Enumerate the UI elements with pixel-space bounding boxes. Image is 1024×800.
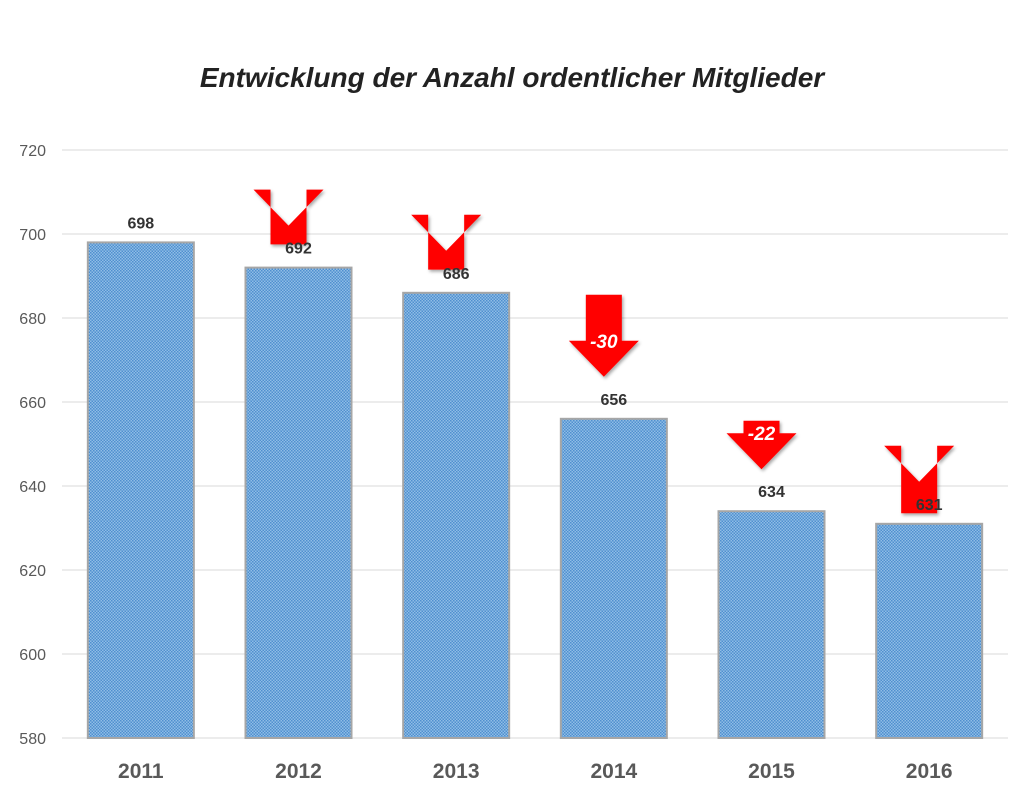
bar: [402, 291, 511, 739]
bar: [244, 266, 353, 739]
data-label: 692: [285, 241, 312, 258]
y-tick-label: 640: [19, 479, 46, 496]
change-label: -6: [280, 181, 297, 202]
x-tick-label: 2016: [906, 760, 953, 783]
change-label: -6: [438, 206, 455, 227]
bar: [559, 417, 668, 739]
decrease-arrow: [253, 189, 324, 245]
y-tick-label: 700: [19, 227, 46, 244]
y-tick-label: 680: [19, 311, 46, 328]
data-label: 634: [758, 484, 785, 501]
x-tick-label: 2011: [118, 760, 164, 783]
y-tick-label: 580: [19, 731, 46, 748]
bar: [717, 510, 826, 740]
x-tick-label: 2014: [590, 760, 637, 783]
chart-title: Entwicklung der Anzahl ordentlicher Mitg…: [199, 62, 825, 93]
bar: [875, 522, 984, 739]
x-tick-label: 2013: [433, 760, 480, 783]
x-tick-label: 2012: [275, 760, 322, 783]
x-tick-label: 2015: [748, 760, 795, 783]
data-label: 686: [443, 266, 470, 283]
data-label: 631: [916, 497, 943, 514]
data-label: 656: [600, 392, 627, 409]
bar: [86, 241, 195, 739]
y-tick-label: 620: [19, 563, 46, 580]
change-label: -3: [911, 437, 928, 458]
decrease-arrow: [726, 420, 797, 470]
data-label: 698: [127, 215, 154, 232]
decrease-arrow: [568, 294, 639, 377]
change-label: -22: [748, 424, 776, 445]
decrease-arrow: [884, 445, 955, 514]
decrease-arrow: [411, 214, 482, 270]
y-tick-label: 720: [19, 143, 46, 160]
change-label: -30: [590, 332, 618, 353]
y-tick-label: 600: [19, 647, 46, 664]
y-tick-label: 660: [19, 395, 46, 412]
